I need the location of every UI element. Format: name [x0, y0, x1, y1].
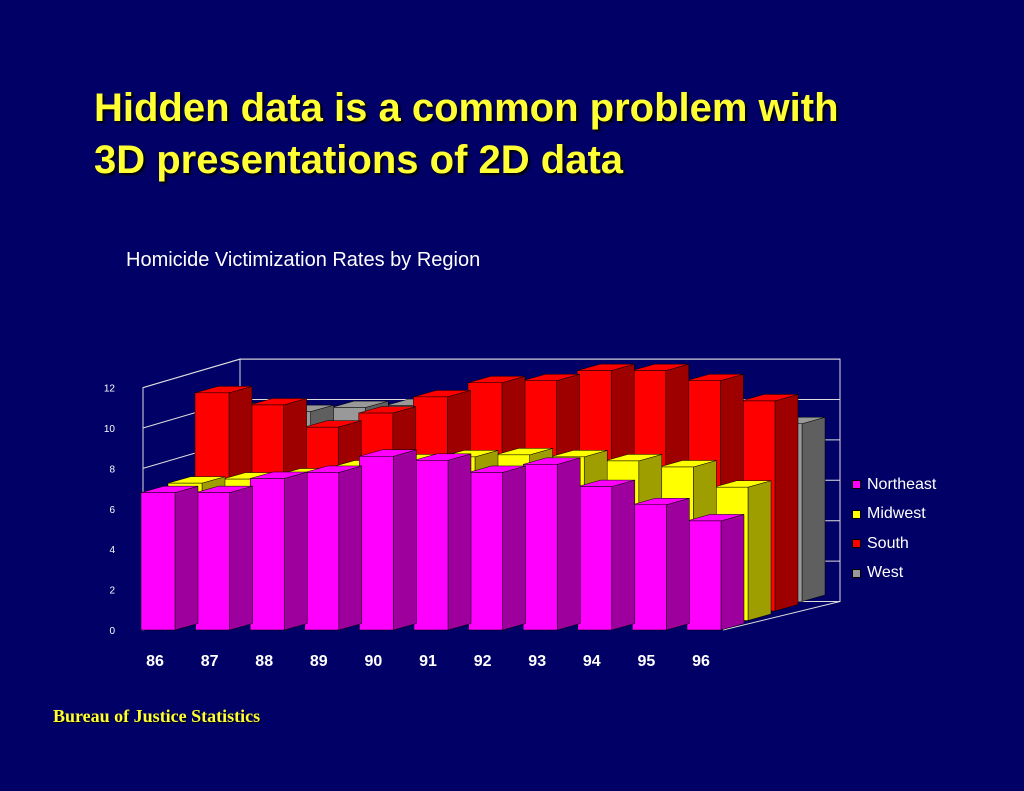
- y-tick-label: 0: [109, 626, 115, 637]
- legend-item-northeast: Northeast: [852, 470, 936, 500]
- chart-legend: Northeast Midwest South West: [852, 470, 936, 588]
- legend-item-midwest: Midwest: [852, 500, 936, 530]
- bar-northeast-96: [686, 520, 722, 631]
- chart-floor-edge: [722, 601, 841, 631]
- bar-west-96-side: [801, 416, 826, 602]
- legend-swatch-south: [852, 539, 861, 549]
- x-tick-label-95: 95: [638, 653, 656, 670]
- legend-label-midwest: Midwest: [867, 505, 926, 523]
- x-tick-label-87: 87: [201, 653, 219, 670]
- x-tick-label-90: 90: [365, 653, 383, 670]
- bar-south-96-side: [774, 394, 799, 612]
- x-tick-label-91: 91: [419, 653, 437, 670]
- legend-swatch-midwest: [852, 509, 861, 519]
- bar-northeast-87-side: [229, 485, 253, 631]
- bar-northeast-91-side: [447, 453, 472, 631]
- bar-northeast-90: [359, 456, 394, 631]
- bar-northeast-86-side: [174, 485, 199, 631]
- y-tick-label: 10: [104, 424, 116, 435]
- legend-label-south: South: [867, 534, 909, 552]
- legend-swatch-west: [852, 568, 861, 578]
- bar-northeast-96-side: [720, 514, 745, 631]
- bar-northeast-92: [468, 472, 503, 631]
- bar-northeast-95-side: [666, 497, 690, 631]
- x-tick-label-94: 94: [583, 653, 601, 670]
- footer-source: Bureau of Justice Statistics: [53, 706, 261, 726]
- legend-item-south: South: [852, 529, 936, 559]
- y-tick-label: 4: [109, 545, 115, 556]
- bar-northeast-89: [304, 472, 340, 631]
- slide-title: Hidden data is a common problem with 3D …: [94, 82, 994, 186]
- legend-label-west: West: [867, 564, 904, 582]
- bar-northeast-92-side: [502, 465, 526, 631]
- bar-northeast-95: [632, 504, 667, 631]
- x-tick-label-93: 93: [528, 653, 546, 670]
- bar-northeast-91: [413, 460, 449, 631]
- bar-northeast-94: [577, 486, 613, 631]
- y-tick-label: 12: [104, 384, 116, 395]
- bar-northeast-93-side: [556, 457, 581, 631]
- legend-swatch-northeast: [852, 480, 861, 490]
- bar-northeast-94-side: [611, 479, 636, 631]
- legend-item-west: West: [852, 559, 936, 589]
- bar-northeast-87: [195, 492, 230, 631]
- bar-northeast-86: [140, 492, 176, 631]
- x-tick-label-89: 89: [310, 653, 328, 670]
- bar-northeast-88-side: [283, 471, 308, 631]
- chart-title: Homicide Victimization Rates by Region: [126, 249, 481, 271]
- legend-label-northeast: Northeast: [867, 475, 937, 493]
- x-tick-label-86: 86: [146, 653, 164, 670]
- y-tick-label: 8: [109, 464, 115, 475]
- bar-northeast-88: [249, 478, 285, 631]
- y-tick-label: 2: [109, 586, 115, 597]
- x-tick-label-88: 88: [255, 653, 273, 670]
- slide-title-line-2: 3D presentations of 2D data: [94, 138, 624, 182]
- x-tick-label-96: 96: [692, 653, 710, 670]
- bar-northeast-93: [522, 464, 558, 631]
- slide-title-line-1: Hidden data is a common problem with: [94, 86, 839, 130]
- bar-northeast-90-side: [393, 449, 417, 631]
- gridline-12: [142, 358, 840, 389]
- bar-midwest-96-side: [747, 480, 772, 621]
- x-tick-label-92: 92: [474, 653, 492, 670]
- bar-northeast-89-side: [338, 465, 363, 631]
- y-tick-label: 6: [109, 505, 115, 516]
